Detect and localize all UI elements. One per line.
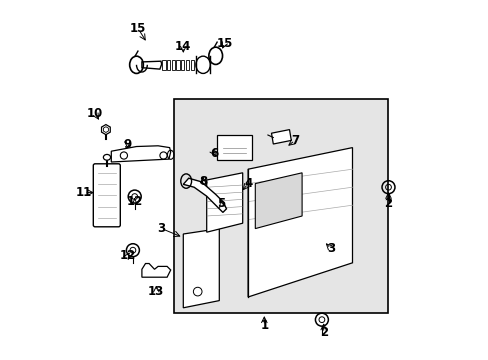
Bar xyxy=(185,60,189,70)
Text: 3: 3 xyxy=(157,222,165,235)
Text: 2: 2 xyxy=(319,327,327,339)
Text: 11: 11 xyxy=(76,186,92,199)
Ellipse shape xyxy=(103,154,110,160)
Polygon shape xyxy=(247,148,352,297)
Polygon shape xyxy=(255,173,302,229)
Polygon shape xyxy=(102,125,110,135)
Text: 7: 7 xyxy=(290,134,298,147)
Text: 1: 1 xyxy=(260,319,268,332)
Polygon shape xyxy=(206,173,242,232)
FancyBboxPatch shape xyxy=(93,164,120,227)
Text: 10: 10 xyxy=(87,107,103,120)
Bar xyxy=(167,60,170,70)
Polygon shape xyxy=(271,130,291,144)
Text: 5: 5 xyxy=(217,197,225,210)
Bar xyxy=(217,135,251,160)
Text: 12: 12 xyxy=(119,249,135,262)
Text: 15: 15 xyxy=(216,37,232,50)
Text: 3: 3 xyxy=(326,242,334,255)
Text: 12: 12 xyxy=(126,195,142,208)
Polygon shape xyxy=(183,178,226,212)
Bar xyxy=(181,60,184,70)
Text: 9: 9 xyxy=(123,138,131,150)
Text: 13: 13 xyxy=(148,285,164,298)
Bar xyxy=(176,60,179,70)
Bar xyxy=(174,99,387,313)
Polygon shape xyxy=(111,146,170,162)
Text: 8: 8 xyxy=(199,175,207,188)
Text: 4: 4 xyxy=(244,177,252,190)
Bar xyxy=(190,60,193,70)
Polygon shape xyxy=(142,264,170,277)
Polygon shape xyxy=(103,127,108,132)
Polygon shape xyxy=(142,61,162,69)
Bar xyxy=(162,60,165,70)
Polygon shape xyxy=(183,229,219,308)
Text: 2: 2 xyxy=(384,197,392,210)
Ellipse shape xyxy=(196,56,210,73)
Bar xyxy=(171,60,175,70)
Text: 6: 6 xyxy=(209,147,218,159)
Text: 14: 14 xyxy=(175,40,191,53)
Text: 15: 15 xyxy=(130,22,146,35)
